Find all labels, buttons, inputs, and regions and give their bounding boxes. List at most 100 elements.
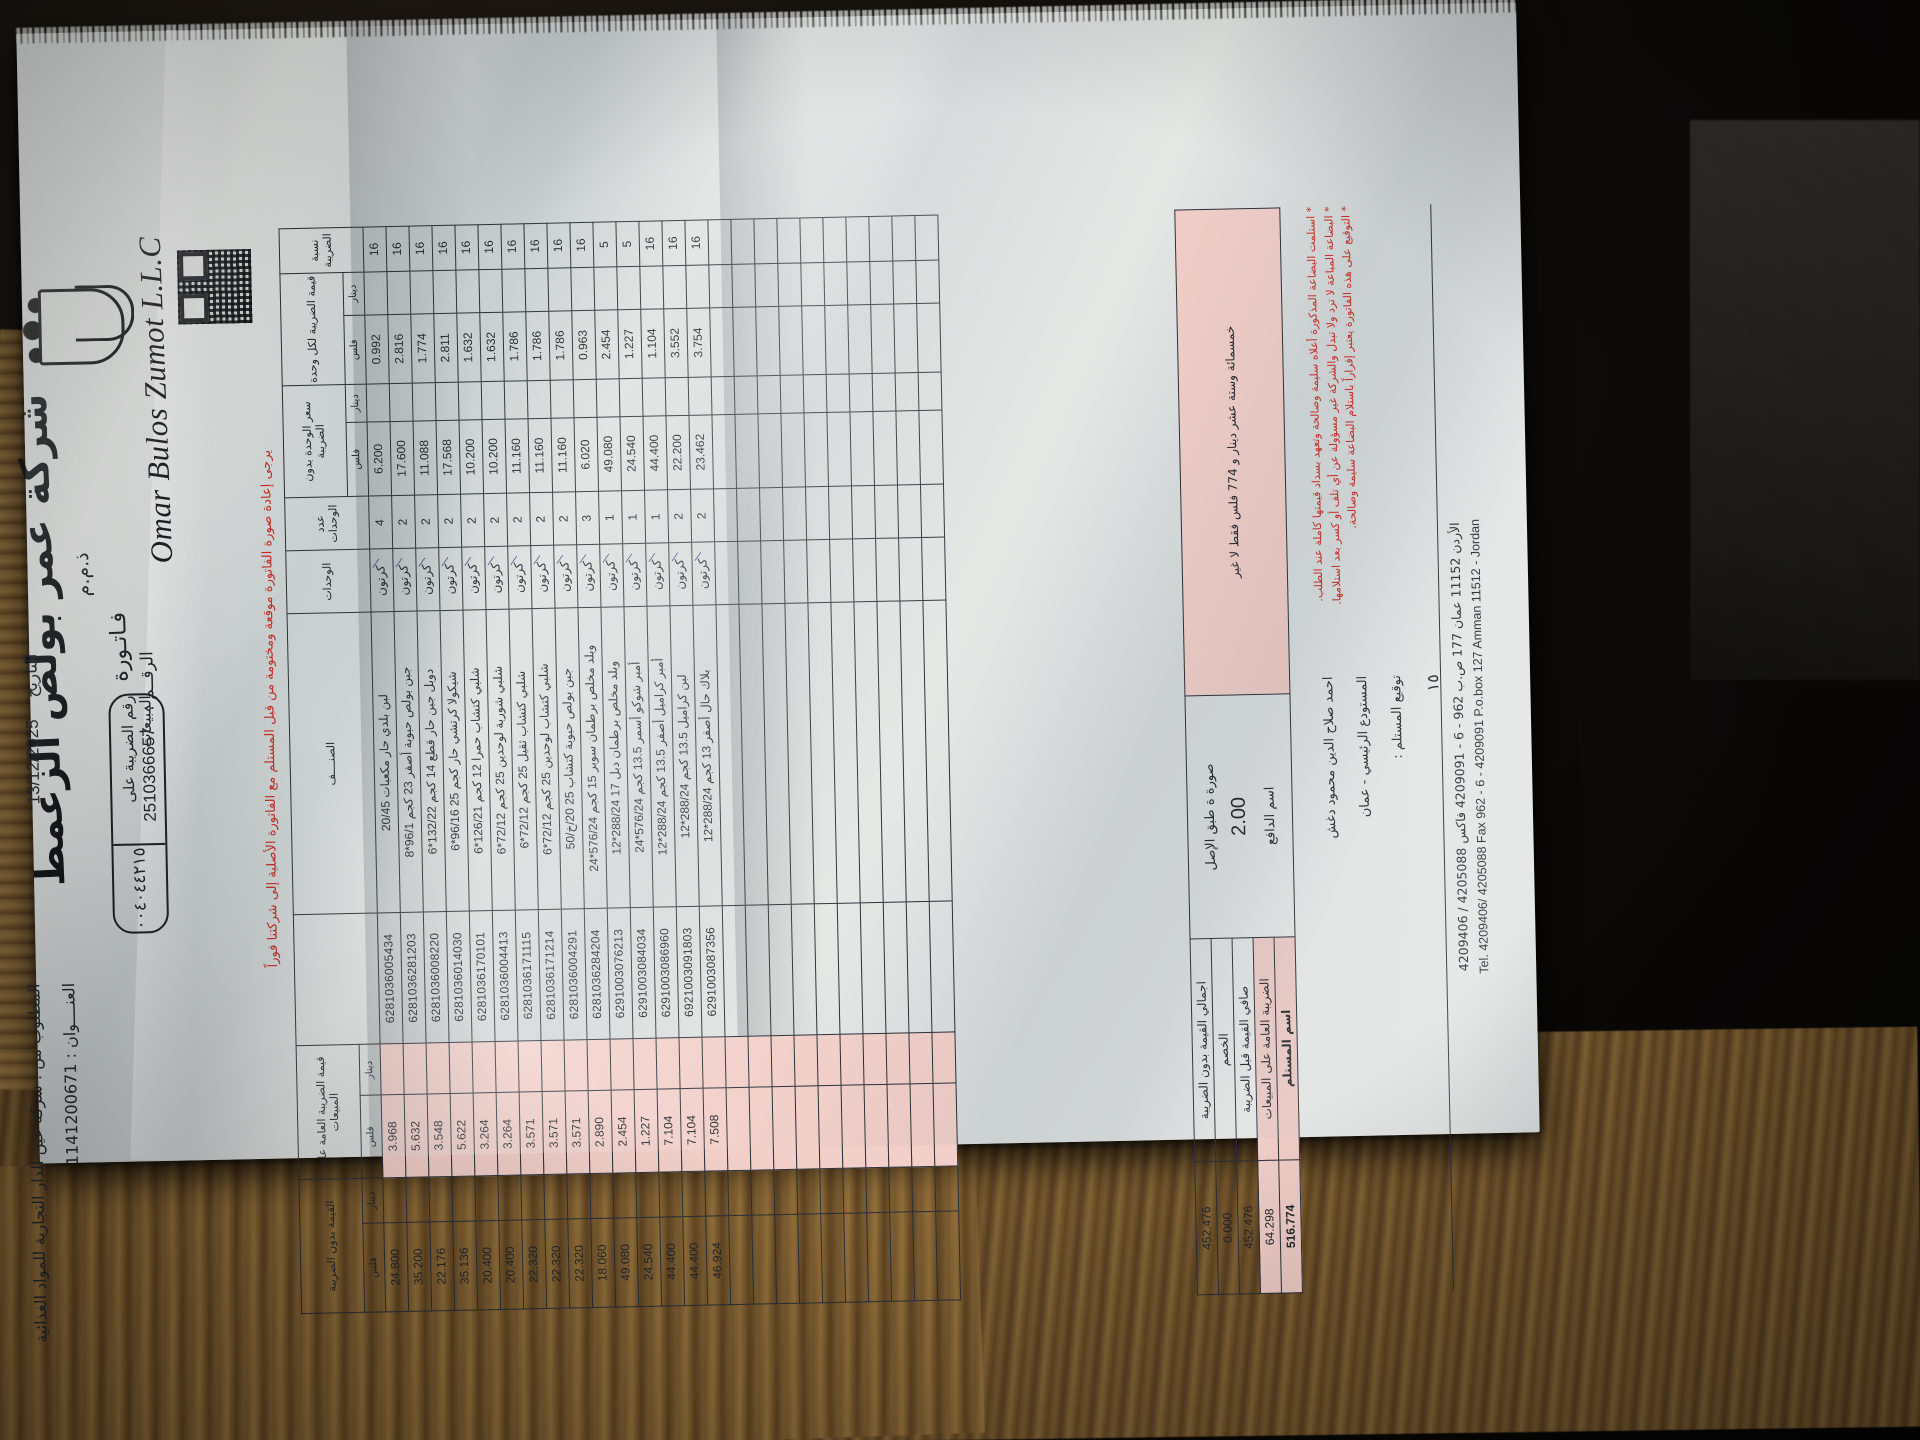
cell-value-excl-fils: 22.320 <box>521 1219 547 1309</box>
cell-empty <box>711 376 735 415</box>
cell-unit-price-fils: 11.160 <box>505 418 530 494</box>
cell-empty <box>783 540 808 604</box>
company-crest-logo <box>20 283 135 375</box>
crest-inner-shield-icon <box>74 284 135 342</box>
cell-empty <box>898 537 923 602</box>
cell-empty <box>908 1032 934 1085</box>
col-qty: عدد الوحدات <box>284 496 370 552</box>
cell-qty: 1 \ <box>598 491 623 565</box>
cell-unit-price-fils: 11.160 <box>528 418 553 493</box>
cell-qty: 2 \ <box>506 492 531 566</box>
cell-unit-price-fils: 10.200 <box>459 419 484 495</box>
cell-empty <box>847 304 873 375</box>
cell-empty <box>768 904 794 1037</box>
cell-tax-value-dinar <box>541 1040 566 1092</box>
col-unit: الوحدات <box>285 549 372 615</box>
billed-to-value: شركة عين الدار التجارية للمواد الغذائية <box>26 1085 51 1343</box>
cell-value-excl-dinar <box>428 1176 453 1223</box>
cell-tax-per-unit-fils: 1.104 <box>640 308 666 379</box>
cell-tax-value-fils: 7.104 <box>657 1088 682 1173</box>
company-legal-form: ذ.م.م <box>70 552 95 598</box>
cell-empty <box>851 485 876 540</box>
cell-tax-value-fils: 5.632 <box>404 1094 429 1178</box>
invoice-date-value: 13/12/2025 <box>22 719 44 805</box>
cell-unit-price-fils: 44.400 <box>642 415 668 491</box>
cell-empty <box>829 539 854 603</box>
cell-tax-per-unit-dinar <box>570 267 595 311</box>
cell-empty <box>751 1214 777 1305</box>
cell-tax-value-fils: 2.454 <box>611 1089 636 1174</box>
cell-empty <box>727 1170 752 1216</box>
cell-empty <box>860 902 886 1035</box>
cell-unit-price-fils: 17.568 <box>436 420 461 495</box>
cell-qty: 3 \ <box>575 491 600 565</box>
cell-empty <box>824 304 850 375</box>
value-discount: 0.000 <box>1215 1161 1240 1295</box>
sub-tax-per-unit-fils: فلس <box>343 314 367 385</box>
cell-unit-price-fils: 10.200 <box>482 419 507 494</box>
cell-empty <box>872 373 896 412</box>
cell-tax-per-unit-dinar <box>409 270 434 314</box>
cell-tax-value-fils: 3.264 <box>496 1092 521 1176</box>
cell-barcode: 6281036281203 <box>400 912 427 1044</box>
cell-tax-value-fils: 5.622 <box>450 1093 475 1177</box>
cell-empty <box>755 306 781 377</box>
cell-empty <box>806 539 831 604</box>
cell-empty <box>865 1167 890 1213</box>
qr-code <box>176 248 253 325</box>
cell-tax-rate: 16 <box>454 224 479 271</box>
cell-unit-price-fils: 6.020 <box>573 417 599 492</box>
cell-unit-price-dinar <box>688 376 712 416</box>
cell-value-excl-dinar <box>658 1171 683 1218</box>
cell-empty <box>714 541 739 606</box>
cell-unit-price-dinar <box>642 377 666 417</box>
cell-tax-value-fils: 7.508 <box>703 1088 728 1172</box>
cell-tax-value-dinar <box>587 1039 612 1091</box>
cell-empty <box>870 303 896 374</box>
cell-unit-price-fils: 49.080 <box>596 416 622 492</box>
cell-empty <box>895 372 919 411</box>
cell-barcode: 6291003076213 <box>607 907 634 1040</box>
cell-tax-rate: 16 <box>546 222 571 269</box>
cell-empty <box>912 1211 938 1301</box>
cell-empty <box>778 305 804 376</box>
cell-empty <box>749 1087 774 1171</box>
cell-tax-rate: 16 <box>408 225 433 272</box>
cell-empty <box>906 901 932 1034</box>
cell-empty <box>707 219 732 265</box>
cell-qty: 1 \ <box>621 490 646 564</box>
cell-empty <box>934 1165 959 1212</box>
cell-empty <box>841 1085 866 1169</box>
cell-empty <box>757 413 783 489</box>
cell-tax-per-unit-fils: 3.754 <box>686 307 712 378</box>
cell-empty <box>745 905 771 1037</box>
cell-tax-rate: 16 <box>385 226 410 272</box>
cell-tax-rate: 16 <box>500 223 525 270</box>
cell-qty: 1 \ <box>644 490 669 564</box>
cell-tax-rate: 16 <box>638 220 663 267</box>
sub-tax-value-dinar: دينار <box>359 1044 382 1096</box>
cell-tax-value-dinar <box>656 1037 681 1090</box>
cell-empty <box>911 1166 936 1212</box>
cell-empty <box>887 1084 912 1168</box>
cell-qty: 2 \ <box>414 494 439 568</box>
cell-empty <box>845 216 870 262</box>
cell-tax-per-unit-dinar <box>478 269 503 313</box>
cell-empty <box>864 1084 889 1168</box>
cell-empty <box>796 1168 821 1215</box>
cell-empty <box>921 537 946 601</box>
cell-barcode: 6281036171214 <box>538 909 565 1041</box>
cell-unit-price-dinar <box>366 383 391 422</box>
cell-value-excl-dinar <box>520 1174 545 1221</box>
cell-tax-value-fils: 2.890 <box>588 1090 613 1174</box>
customer-info-block: المطلوب من : شركة عين الدار التجارية للم… <box>24 982 101 1343</box>
cell-empty <box>773 1169 798 1215</box>
cell-tax-rate: 16 <box>569 222 594 268</box>
cell-unit-price-dinar <box>619 378 643 417</box>
cell-value-excl-dinar <box>451 1176 476 1222</box>
cell-empty <box>852 538 877 603</box>
cell-empty <box>776 217 801 264</box>
cell-empty <box>803 374 827 413</box>
cell-barcode: 6281036284204 <box>584 908 611 1040</box>
cell-empty <box>724 1036 750 1089</box>
